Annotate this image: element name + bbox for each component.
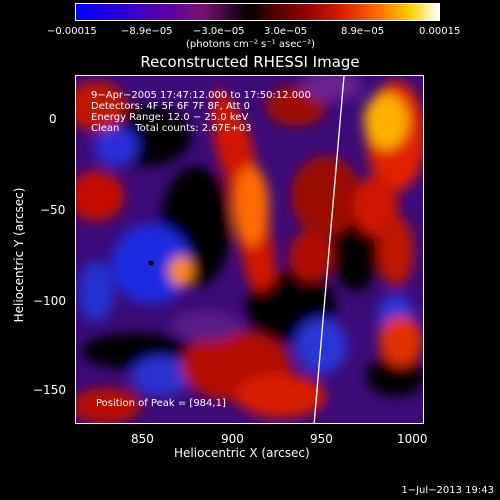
info-time-range: 9−Apr−2005 17:47:12.000 to 17:50:12.000 [91, 90, 311, 101]
info-energy-range: Energy Range: 12.0 − 25.0 keV [91, 112, 249, 123]
peak-marker [148, 260, 154, 266]
x-tick-900: 900 [221, 432, 244, 446]
colorbar-tick-3: −3.0e−05 [193, 26, 245, 37]
colorbar [75, 3, 440, 21]
colorbar-tick-2: −8.9e−05 [121, 26, 173, 37]
x-tick-1000: 1000 [397, 432, 428, 446]
x-tick-950: 950 [310, 432, 333, 446]
y-tick-minus50: −50 [40, 203, 66, 217]
reconstructed-image [76, 76, 423, 423]
info-clean-counts: Clean Total counts: 2.67E+03 [91, 123, 252, 134]
render-timestamp: 1−Jul−2013 19:43 [401, 485, 494, 496]
y-tick-minus150: −150 [33, 383, 66, 397]
solar-limb-line [313, 76, 345, 423]
image-plot-area: 9−Apr−2005 17:47:12.000 to 17:50:12.000 … [75, 75, 424, 424]
info-peak-position: Position of Peak = [984,1] [96, 398, 226, 409]
colorbar-tick-5: 8.9e−05 [341, 26, 385, 37]
colorbar-unit-label: (photons cm⁻² s⁻¹ asec⁻²) [186, 39, 316, 50]
y-tick-minus100: −100 [33, 294, 66, 308]
info-detectors: Detectors: 4F 5F 6F 7F 8F, Att 0 [91, 101, 251, 112]
colorbar-tick-6: 0.00015 [419, 26, 461, 37]
x-axis-label: Heliocentric X (arcsec) [174, 446, 310, 460]
y-axis-label: Heliocentric Y (arcsec) [12, 187, 26, 323]
colorbar-tick-4: 3.0e−05 [264, 26, 308, 37]
plot-title: Reconstructed RHESSI Image [140, 53, 360, 71]
colorbar-tick-1: −0.00015 [47, 26, 97, 37]
x-tick-850: 850 [131, 432, 154, 446]
y-tick-0: 0 [49, 112, 57, 126]
